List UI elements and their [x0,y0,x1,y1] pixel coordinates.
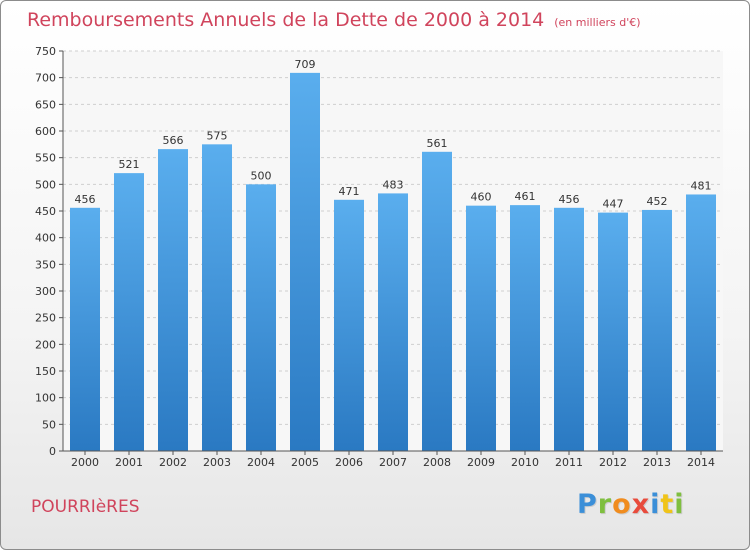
bar [334,199,364,451]
x-tick-label: 2007 [379,456,407,469]
logo-letter: t [660,489,675,520]
logo-letter: P [577,489,598,520]
bar-value-label: 500 [251,169,272,182]
bar [598,212,628,451]
bar-value-label: 447 [603,198,624,211]
x-tick-label: 2010 [511,456,539,469]
x-tick-label: 2000 [71,456,99,469]
proxiti-logo[interactable]: Proxiti [577,489,685,520]
chart-title: Remboursements Annuels de la Dette de 20… [27,9,641,31]
bar [290,72,320,451]
x-tick-label: 2013 [643,456,671,469]
bar [642,209,672,451]
logo-letter: r [597,489,613,520]
bar-value-label: 483 [383,178,404,191]
bar-value-label: 456 [559,193,580,206]
x-tick-label: 2014 [687,456,715,469]
bar-value-label: 575 [207,129,228,142]
x-tick-label: 2011 [555,456,583,469]
y-tick-label: 450 [35,205,56,218]
commune-name: POURRIèRES [31,497,140,517]
bar [422,151,452,452]
bar-value-label: 561 [427,137,448,150]
bar [70,207,100,451]
bar-value-label: 481 [691,179,712,192]
y-tick-label: 700 [35,72,56,85]
x-tick-label: 2005 [291,456,319,469]
bar-value-label: 461 [515,190,536,203]
x-tick-label: 2004 [247,456,275,469]
bar-value-label: 456 [75,193,96,206]
x-tick-label: 2009 [467,456,495,469]
bar [378,193,408,451]
x-tick-label: 2003 [203,456,231,469]
bar [510,205,540,451]
y-tick-label: 250 [35,312,56,325]
y-tick-label: 150 [35,365,56,378]
x-tick-label: 2012 [599,456,627,469]
y-tick-label: 100 [35,392,56,405]
bar [554,207,584,451]
chart-title-text: Remboursements Annuels de la Dette de 20… [27,9,545,31]
logo-letter: x [631,489,651,520]
y-tick-label: 300 [35,285,56,298]
y-tick-label: 500 [35,178,56,191]
y-tick-label: 600 [35,125,56,138]
bar-layer: 456 521 566 575 500 709 471 483 561 460 461 456 447 4… [70,58,716,452]
logo-letter: o [612,489,632,520]
bar-value-label: 460 [471,191,492,204]
bar [158,149,188,451]
y-tick-label: 750 [35,45,56,58]
y-tick-label: 650 [35,98,56,111]
x-tick-label: 2001 [115,456,143,469]
y-tick-label: 350 [35,258,56,271]
bar-value-label: 709 [295,58,316,71]
y-tick-label: 400 [35,232,56,245]
y-tick-label: 200 [35,338,56,351]
bar [202,144,232,452]
x-tick-label: 2008 [423,456,451,469]
bar [246,184,276,452]
bar-value-label: 452 [647,195,668,208]
bar-value-label: 566 [163,134,184,147]
x-tick-label: 2006 [335,456,363,469]
bar [114,173,144,451]
y-tick-label: 50 [42,418,56,431]
bar-value-label: 471 [339,185,360,198]
y-tick-label: 0 [49,445,56,458]
logo-letter: i [674,489,685,520]
axis-layer: 0 50 100 150 200 250 300 350 400 450 500 550 600 650 7… [35,45,723,469]
bar [686,194,716,451]
bar [466,205,496,451]
x-tick-label: 2002 [159,456,187,469]
y-tick-label: 550 [35,152,56,165]
logo-letter: i [650,489,661,520]
bar-value-label: 521 [119,158,140,171]
chart-unit: (en milliers d'€) [554,16,641,29]
